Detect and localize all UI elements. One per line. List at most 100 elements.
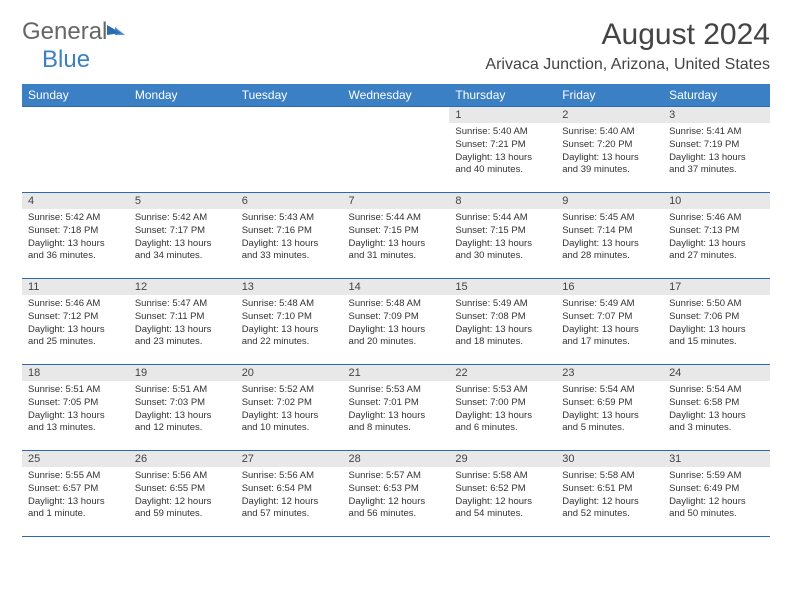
weekday-header: Tuesday xyxy=(236,84,343,107)
day-number: 16 xyxy=(556,279,663,295)
calendar-day-cell: 24Sunrise: 5:54 AMSunset: 6:58 PMDayligh… xyxy=(663,365,770,451)
calendar-day-cell xyxy=(129,107,236,193)
day-number: 6 xyxy=(236,193,343,209)
calendar-week-row: 25Sunrise: 5:55 AMSunset: 6:57 PMDayligh… xyxy=(22,451,770,537)
weekday-header: Monday xyxy=(129,84,236,107)
calendar-day-cell: 4Sunrise: 5:42 AMSunset: 7:18 PMDaylight… xyxy=(22,193,129,279)
day-number: 1 xyxy=(449,107,556,123)
day-number: 12 xyxy=(129,279,236,295)
day-details: Sunrise: 5:55 AMSunset: 6:57 PMDaylight:… xyxy=(22,467,129,524)
day-details: Sunrise: 5:48 AMSunset: 7:10 PMDaylight:… xyxy=(236,295,343,352)
day-details: Sunrise: 5:53 AMSunset: 7:00 PMDaylight:… xyxy=(449,381,556,438)
day-number: 22 xyxy=(449,365,556,381)
day-details: Sunrise: 5:43 AMSunset: 7:16 PMDaylight:… xyxy=(236,209,343,266)
day-number: 7 xyxy=(343,193,450,209)
calendar-day-cell: 27Sunrise: 5:56 AMSunset: 6:54 PMDayligh… xyxy=(236,451,343,537)
day-details: Sunrise: 5:58 AMSunset: 6:51 PMDaylight:… xyxy=(556,467,663,524)
calendar-day-cell: 7Sunrise: 5:44 AMSunset: 7:15 PMDaylight… xyxy=(343,193,450,279)
calendar-day-cell: 9Sunrise: 5:45 AMSunset: 7:14 PMDaylight… xyxy=(556,193,663,279)
day-details: Sunrise: 5:51 AMSunset: 7:03 PMDaylight:… xyxy=(129,381,236,438)
day-details: Sunrise: 5:59 AMSunset: 6:49 PMDaylight:… xyxy=(663,467,770,524)
day-details: Sunrise: 5:46 AMSunset: 7:12 PMDaylight:… xyxy=(22,295,129,352)
calendar-head: SundayMondayTuesdayWednesdayThursdayFrid… xyxy=(22,84,770,107)
day-details: Sunrise: 5:44 AMSunset: 7:15 PMDaylight:… xyxy=(343,209,450,266)
day-number: 9 xyxy=(556,193,663,209)
day-details: Sunrise: 5:57 AMSunset: 6:53 PMDaylight:… xyxy=(343,467,450,524)
calendar-day-cell: 21Sunrise: 5:53 AMSunset: 7:01 PMDayligh… xyxy=(343,365,450,451)
calendar-day-cell xyxy=(22,107,129,193)
logo-text-general: General xyxy=(22,18,107,46)
calendar-day-cell: 26Sunrise: 5:56 AMSunset: 6:55 PMDayligh… xyxy=(129,451,236,537)
weekday-header: Thursday xyxy=(449,84,556,107)
day-details: Sunrise: 5:41 AMSunset: 7:19 PMDaylight:… xyxy=(663,123,770,180)
calendar-day-cell: 11Sunrise: 5:46 AMSunset: 7:12 PMDayligh… xyxy=(22,279,129,365)
calendar-body: 1Sunrise: 5:40 AMSunset: 7:21 PMDaylight… xyxy=(22,107,770,537)
day-number: 29 xyxy=(449,451,556,467)
day-number: 3 xyxy=(663,107,770,123)
calendar-day-cell: 5Sunrise: 5:42 AMSunset: 7:17 PMDaylight… xyxy=(129,193,236,279)
day-details: Sunrise: 5:53 AMSunset: 7:01 PMDaylight:… xyxy=(343,381,450,438)
calendar-day-cell: 10Sunrise: 5:46 AMSunset: 7:13 PMDayligh… xyxy=(663,193,770,279)
logo-sail-icon xyxy=(107,23,121,35)
calendar-day-cell: 28Sunrise: 5:57 AMSunset: 6:53 PMDayligh… xyxy=(343,451,450,537)
day-number: 19 xyxy=(129,365,236,381)
day-number: 18 xyxy=(22,365,129,381)
day-number: 2 xyxy=(556,107,663,123)
calendar-day-cell: 13Sunrise: 5:48 AMSunset: 7:10 PMDayligh… xyxy=(236,279,343,365)
logo: General xyxy=(22,18,127,46)
calendar-day-cell: 19Sunrise: 5:51 AMSunset: 7:03 PMDayligh… xyxy=(129,365,236,451)
day-details: Sunrise: 5:40 AMSunset: 7:20 PMDaylight:… xyxy=(556,123,663,180)
day-details: Sunrise: 5:54 AMSunset: 6:58 PMDaylight:… xyxy=(663,381,770,438)
location-text: Arivaca Junction, Arizona, United States xyxy=(485,56,770,74)
day-number: 11 xyxy=(22,279,129,295)
header: General August 2024 Arivaca Junction, Ar… xyxy=(22,18,770,74)
day-number: 25 xyxy=(22,451,129,467)
day-number: 4 xyxy=(22,193,129,209)
day-number: 20 xyxy=(236,365,343,381)
day-details: Sunrise: 5:42 AMSunset: 7:17 PMDaylight:… xyxy=(129,209,236,266)
calendar-day-cell: 8Sunrise: 5:44 AMSunset: 7:15 PMDaylight… xyxy=(449,193,556,279)
calendar-day-cell: 1Sunrise: 5:40 AMSunset: 7:21 PMDaylight… xyxy=(449,107,556,193)
calendar-day-cell: 18Sunrise: 5:51 AMSunset: 7:05 PMDayligh… xyxy=(22,365,129,451)
weekday-header: Wednesday xyxy=(343,84,450,107)
day-details: Sunrise: 5:46 AMSunset: 7:13 PMDaylight:… xyxy=(663,209,770,266)
day-number: 26 xyxy=(129,451,236,467)
day-number: 13 xyxy=(236,279,343,295)
weekday-header: Saturday xyxy=(663,84,770,107)
weekday-header: Sunday xyxy=(22,84,129,107)
calendar-day-cell: 3Sunrise: 5:41 AMSunset: 7:19 PMDaylight… xyxy=(663,107,770,193)
day-details: Sunrise: 5:49 AMSunset: 7:08 PMDaylight:… xyxy=(449,295,556,352)
day-details: Sunrise: 5:56 AMSunset: 6:54 PMDaylight:… xyxy=(236,467,343,524)
day-details: Sunrise: 5:54 AMSunset: 6:59 PMDaylight:… xyxy=(556,381,663,438)
calendar-day-cell xyxy=(236,107,343,193)
calendar-week-row: 18Sunrise: 5:51 AMSunset: 7:05 PMDayligh… xyxy=(22,365,770,451)
calendar-day-cell: 14Sunrise: 5:48 AMSunset: 7:09 PMDayligh… xyxy=(343,279,450,365)
day-number: 8 xyxy=(449,193,556,209)
day-details: Sunrise: 5:56 AMSunset: 6:55 PMDaylight:… xyxy=(129,467,236,524)
weekday-header: Friday xyxy=(556,84,663,107)
day-details: Sunrise: 5:52 AMSunset: 7:02 PMDaylight:… xyxy=(236,381,343,438)
calendar-table: SundayMondayTuesdayWednesdayThursdayFrid… xyxy=(22,84,770,537)
calendar-day-cell: 6Sunrise: 5:43 AMSunset: 7:16 PMDaylight… xyxy=(236,193,343,279)
calendar-day-cell: 25Sunrise: 5:55 AMSunset: 6:57 PMDayligh… xyxy=(22,451,129,537)
day-details: Sunrise: 5:42 AMSunset: 7:18 PMDaylight:… xyxy=(22,209,129,266)
day-details: Sunrise: 5:51 AMSunset: 7:05 PMDaylight:… xyxy=(22,381,129,438)
calendar-day-cell: 16Sunrise: 5:49 AMSunset: 7:07 PMDayligh… xyxy=(556,279,663,365)
day-number: 10 xyxy=(663,193,770,209)
day-details: Sunrise: 5:40 AMSunset: 7:21 PMDaylight:… xyxy=(449,123,556,180)
day-details: Sunrise: 5:44 AMSunset: 7:15 PMDaylight:… xyxy=(449,209,556,266)
calendar-week-row: 11Sunrise: 5:46 AMSunset: 7:12 PMDayligh… xyxy=(22,279,770,365)
calendar-week-row: 4Sunrise: 5:42 AMSunset: 7:18 PMDaylight… xyxy=(22,193,770,279)
day-details: Sunrise: 5:47 AMSunset: 7:11 PMDaylight:… xyxy=(129,295,236,352)
title-block: August 2024 Arivaca Junction, Arizona, U… xyxy=(485,18,770,74)
day-number: 14 xyxy=(343,279,450,295)
day-number: 28 xyxy=(343,451,450,467)
day-number: 23 xyxy=(556,365,663,381)
calendar-day-cell: 15Sunrise: 5:49 AMSunset: 7:08 PMDayligh… xyxy=(449,279,556,365)
calendar-day-cell: 17Sunrise: 5:50 AMSunset: 7:06 PMDayligh… xyxy=(663,279,770,365)
day-number: 27 xyxy=(236,451,343,467)
day-number: 5 xyxy=(129,193,236,209)
day-number: 30 xyxy=(556,451,663,467)
calendar-day-cell: 2Sunrise: 5:40 AMSunset: 7:20 PMDaylight… xyxy=(556,107,663,193)
day-number: 17 xyxy=(663,279,770,295)
